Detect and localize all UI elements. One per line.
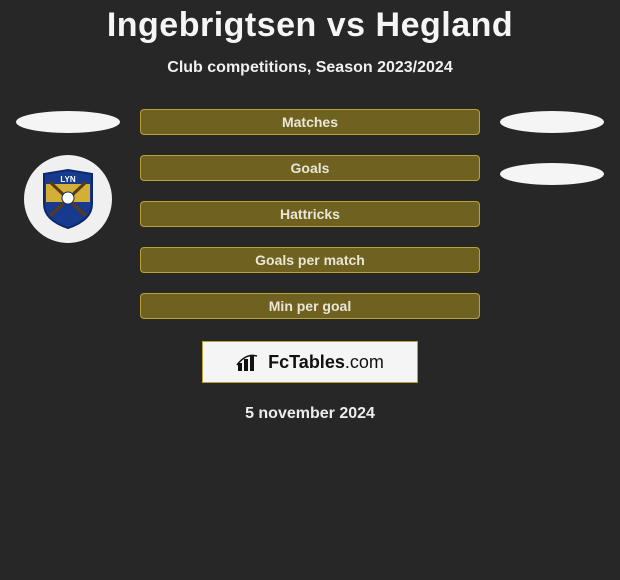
bar-label: Matches [282, 114, 338, 130]
page-title: Ingebrigtsen vs Hegland [107, 6, 513, 45]
bar-goals-per-match: Goals per match [140, 247, 480, 273]
left-value-pill [16, 111, 120, 133]
bar-matches: Matches [140, 109, 480, 135]
bar-label: Goals per match [255, 252, 365, 268]
date-text: 5 november 2024 [0, 405, 620, 423]
subtitle: Club competitions, Season 2023/2024 [167, 59, 452, 77]
bar-label: Hattricks [280, 206, 340, 222]
lyn-shield-icon: LYN [40, 168, 96, 230]
bar-hattricks: Hattricks [140, 201, 480, 227]
bar-chart-icon [236, 351, 262, 373]
bar-min-per-goal: Min per goal [140, 293, 480, 319]
stat-bars: Matches Goals Hattricks Goals per match … [140, 109, 480, 319]
brand-name: FcTables.com [268, 352, 384, 373]
brand-light: .com [345, 352, 384, 372]
brand-bold: FcTables [268, 352, 345, 372]
comparison-chart: LYN Matches Goals Hattricks Goals per ma… [0, 109, 620, 423]
brand-box: FcTables.com [202, 341, 418, 383]
bar-goals: Goals [140, 155, 480, 181]
left-player-col: LYN [8, 109, 128, 243]
svg-text:LYN: LYN [60, 175, 75, 184]
bar-label: Goals [291, 160, 330, 176]
right-value-pill-1 [500, 111, 604, 133]
right-value-pill-2 [500, 163, 604, 185]
right-player-col [492, 109, 612, 185]
club-badge-left: LYN [24, 155, 112, 243]
bar-label: Min per goal [269, 298, 351, 314]
